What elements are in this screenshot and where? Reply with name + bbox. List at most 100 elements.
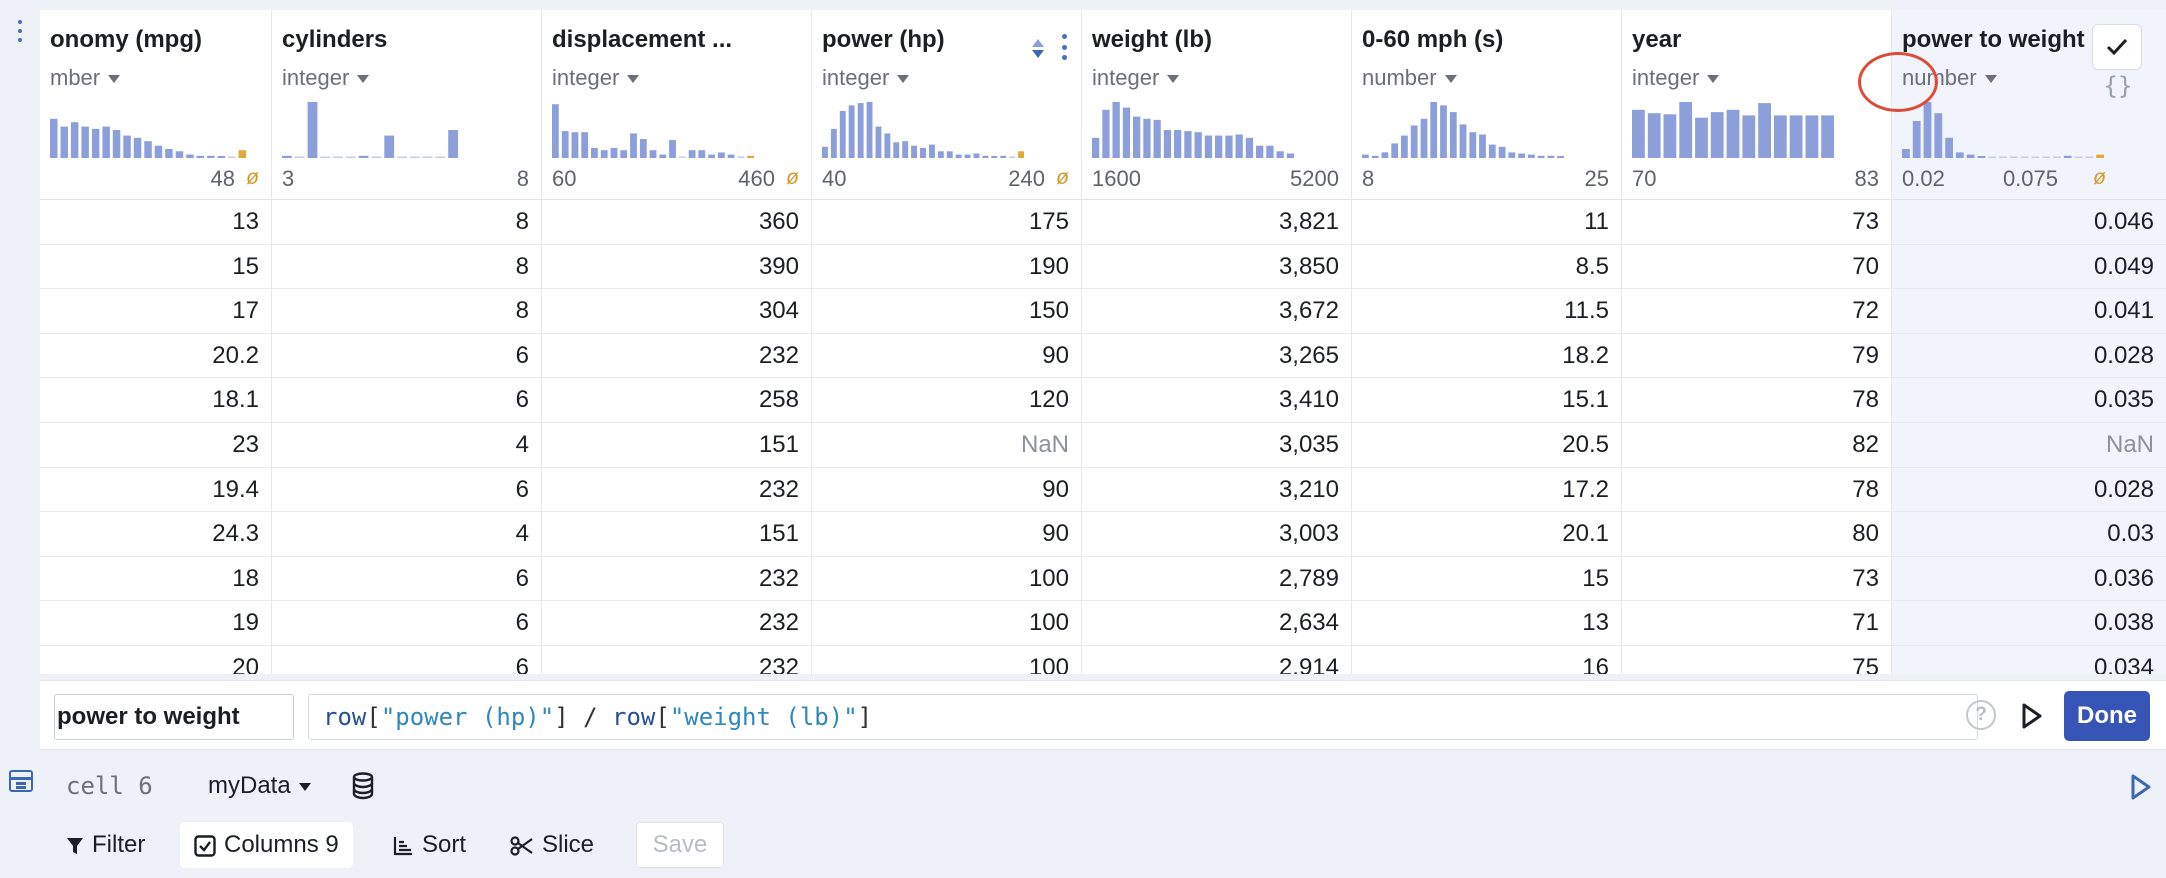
- column-type-select[interactable]: integer: [1632, 65, 1720, 91]
- table-icon[interactable]: [9, 770, 33, 792]
- table-cell[interactable]: 15: [1352, 557, 1621, 602]
- table-cell[interactable]: 232: [542, 601, 811, 646]
- column-histogram[interactable]: [822, 102, 1054, 158]
- table-cell[interactable]: 0.038: [1892, 601, 2166, 646]
- cell-menu-icon[interactable]: [14, 20, 26, 50]
- table-cell[interactable]: 150: [812, 289, 1081, 334]
- column-title[interactable]: year: [1632, 26, 1682, 53]
- table-cell[interactable]: 78: [1622, 378, 1891, 423]
- braces-icon[interactable]: {}: [2103, 72, 2133, 100]
- table-cell[interactable]: 3,672: [1082, 289, 1351, 334]
- table-cell[interactable]: 0.028: [1892, 468, 2166, 513]
- column-header[interactable]: onomy (mpg) mber 48 ø: [40, 10, 271, 200]
- table-cell[interactable]: 20.2: [40, 334, 271, 379]
- table-cell[interactable]: 390: [542, 245, 811, 290]
- table-cell[interactable]: 19.4: [40, 468, 271, 513]
- table-cell[interactable]: 0.035: [1892, 378, 2166, 423]
- column-title[interactable]: power (hp): [822, 26, 945, 53]
- table-cell[interactable]: 90: [812, 334, 1081, 379]
- table-cell[interactable]: 23: [40, 423, 271, 468]
- table-cell[interactable]: 151: [542, 512, 811, 557]
- column-title[interactable]: weight (lb): [1092, 26, 1212, 53]
- table-cell[interactable]: 0.049: [1892, 245, 2166, 290]
- expression-editor[interactable]: row["power (hp)"] / row["weight (lb)"]: [308, 694, 1978, 740]
- column-header[interactable]: weight (lb) integer 1600 5200: [1082, 10, 1351, 200]
- table-cell[interactable]: 120: [812, 378, 1081, 423]
- table-cell[interactable]: 232: [542, 646, 811, 674]
- table-cell[interactable]: 6: [272, 378, 541, 423]
- column-title[interactable]: 0-60 mph (s): [1362, 26, 1504, 53]
- table-cell[interactable]: 15.1: [1352, 378, 1621, 423]
- sort-button[interactable]: Sort: [392, 822, 466, 868]
- column-title[interactable]: cylinders: [282, 26, 388, 53]
- table-cell[interactable]: 18.1: [40, 378, 271, 423]
- column-type-select[interactable]: mber: [50, 65, 121, 91]
- run-icon[interactable]: [2016, 701, 2046, 731]
- database-icon[interactable]: [352, 772, 374, 800]
- table-cell[interactable]: 11.5: [1352, 289, 1621, 334]
- help-icon[interactable]: ?: [1966, 700, 1996, 730]
- table-cell[interactable]: 3,210: [1082, 468, 1351, 513]
- column-header[interactable]: power to weight number 0.02 0.075 ø {}: [1892, 10, 2166, 200]
- filter-button[interactable]: Filter: [66, 822, 145, 868]
- table-cell[interactable]: 71: [1622, 601, 1891, 646]
- table-cell[interactable]: 18: [40, 557, 271, 602]
- table-cell[interactable]: 304: [542, 289, 811, 334]
- table-cell[interactable]: 100: [812, 646, 1081, 674]
- column-histogram[interactable]: [282, 102, 488, 158]
- kebab-icon[interactable]: [1061, 34, 1067, 60]
- table-cell[interactable]: 3,410: [1082, 378, 1351, 423]
- column-histogram[interactable]: [50, 102, 276, 158]
- column-title[interactable]: power to weight: [1902, 26, 2085, 53]
- run-cell-icon[interactable]: [2128, 772, 2154, 802]
- table-cell[interactable]: 6: [272, 334, 541, 379]
- confirm-column-button[interactable]: [2092, 24, 2142, 70]
- table-cell[interactable]: 18.2: [1352, 334, 1621, 379]
- column-histogram[interactable]: [1362, 102, 1594, 158]
- table-cell[interactable]: 2,634: [1082, 601, 1351, 646]
- table-cell[interactable]: 3,850: [1082, 245, 1351, 290]
- dataset-select[interactable]: myData: [208, 772, 311, 800]
- column-histogram[interactable]: [1092, 102, 1324, 158]
- table-cell[interactable]: 19: [40, 601, 271, 646]
- table-cell[interactable]: 3,035: [1082, 423, 1351, 468]
- table-cell[interactable]: 79: [1622, 334, 1891, 379]
- done-button[interactable]: Done: [2064, 691, 2150, 741]
- column-header[interactable]: displacement ... integer 60 460 ø: [542, 10, 811, 200]
- expression-text[interactable]: row["power (hp)"] / row["weight (lb)"]: [323, 703, 872, 731]
- table-cell[interactable]: 190: [812, 245, 1081, 290]
- column-histogram[interactable]: [1902, 102, 2134, 158]
- table-cell[interactable]: 4: [272, 423, 541, 468]
- table-cell[interactable]: 72: [1622, 289, 1891, 334]
- column-type-select[interactable]: number: [1902, 65, 1997, 91]
- table-cell[interactable]: 75: [1622, 646, 1891, 674]
- table-cell[interactable]: 0.046: [1892, 200, 2166, 245]
- table-cell[interactable]: 3,265: [1082, 334, 1351, 379]
- table-cell[interactable]: 4: [272, 512, 541, 557]
- table-cell[interactable]: 20.5: [1352, 423, 1621, 468]
- table-cell[interactable]: 0.028: [1892, 334, 2166, 379]
- table-cell[interactable]: 78: [1622, 468, 1891, 513]
- table-cell[interactable]: 8: [272, 200, 541, 245]
- table-cell[interactable]: 90: [812, 512, 1081, 557]
- table-cell[interactable]: 15: [40, 245, 271, 290]
- table-cell[interactable]: 13: [1352, 601, 1621, 646]
- table-cell[interactable]: 8: [272, 289, 541, 334]
- column-header[interactable]: year integer 70 83: [1622, 10, 1891, 200]
- table-cell[interactable]: 3,821: [1082, 200, 1351, 245]
- column-type-select[interactable]: number: [1362, 65, 1457, 91]
- table-cell[interactable]: 232: [542, 557, 811, 602]
- table-cell[interactable]: 6: [272, 646, 541, 674]
- table-cell[interactable]: 2,914: [1082, 646, 1351, 674]
- table-cell[interactable]: 6: [272, 601, 541, 646]
- table-cell[interactable]: 70: [1622, 245, 1891, 290]
- table-cell[interactable]: NaN: [1892, 423, 2166, 468]
- table-cell[interactable]: 258: [542, 378, 811, 423]
- sort-icon[interactable]: [1031, 38, 1045, 60]
- column-name-input[interactable]: [54, 694, 294, 740]
- table-cell[interactable]: 16: [1352, 646, 1621, 674]
- table-cell[interactable]: 232: [542, 468, 811, 513]
- save-button[interactable]: Save: [636, 822, 724, 868]
- column-type-select[interactable]: integer: [1092, 65, 1180, 91]
- column-title[interactable]: displacement ...: [552, 26, 733, 53]
